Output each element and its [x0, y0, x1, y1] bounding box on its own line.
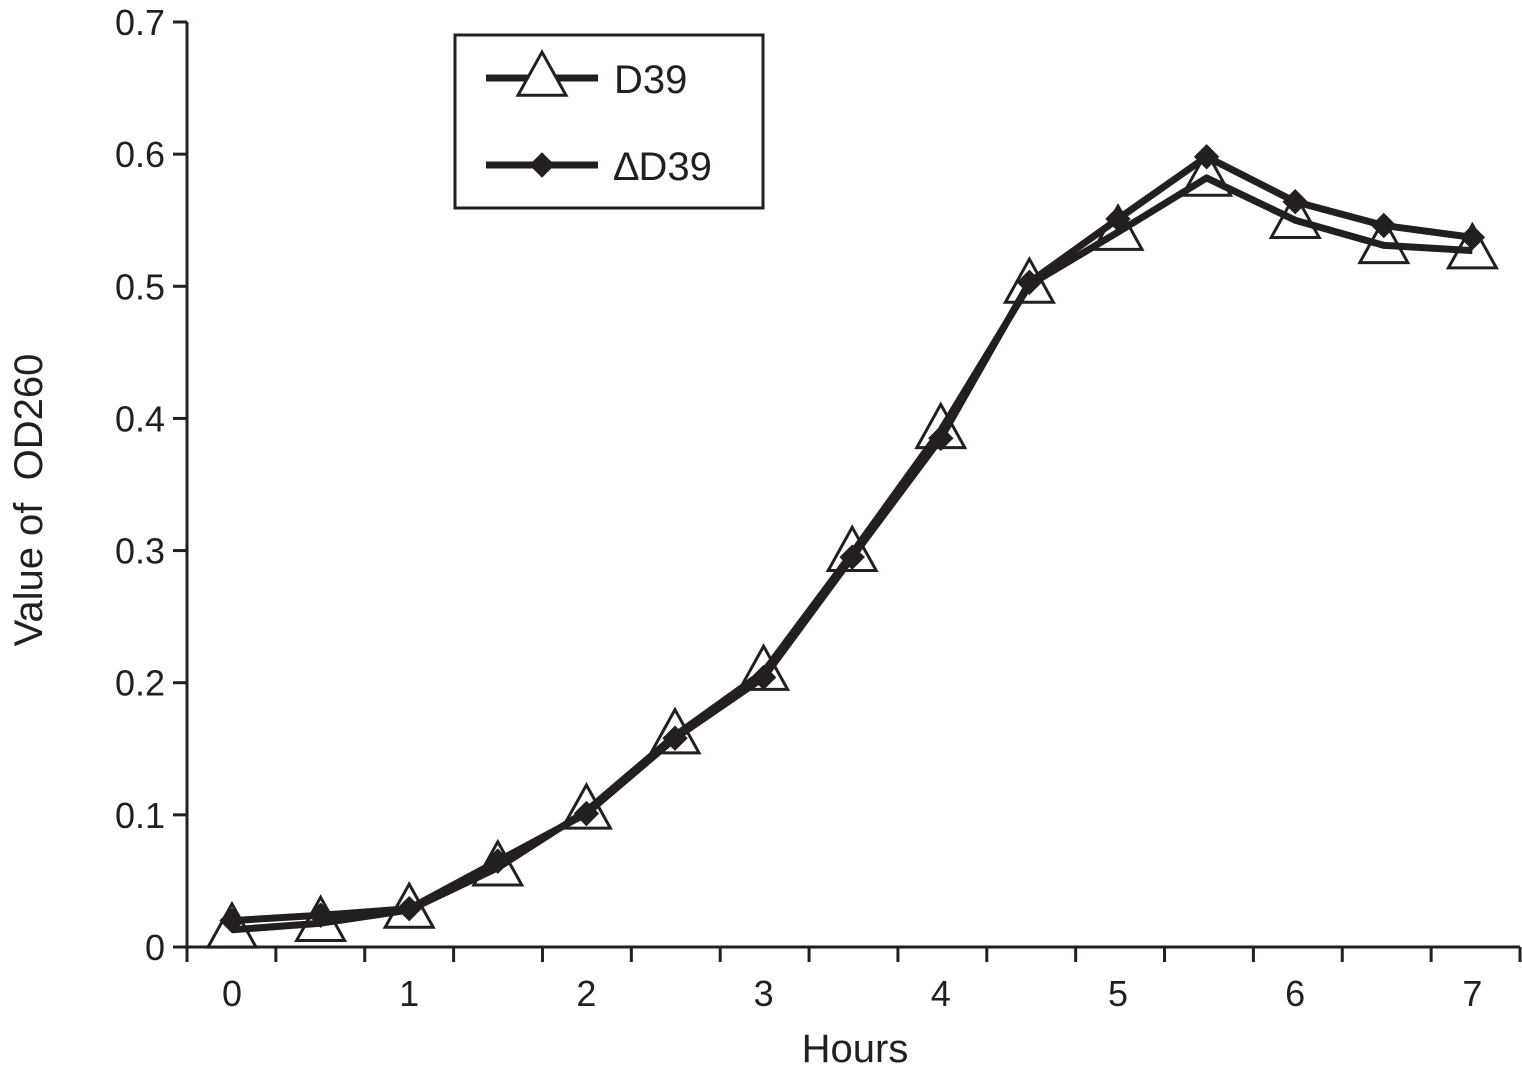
y-tick-label: 0.6 [115, 134, 165, 175]
data-point-diamond [662, 725, 688, 751]
x-axis-title: Hours [802, 1027, 909, 1071]
y-tick-label: 0 [145, 927, 165, 968]
data-point-diamond [1459, 224, 1486, 251]
data-point-diamond [1105, 206, 1131, 232]
data-point-diamond [1193, 144, 1220, 170]
x-tick-label: 0 [222, 973, 242, 1014]
data-point-diamond [1282, 189, 1308, 215]
series-2 [219, 144, 1486, 934]
x-tick-label: 7 [1462, 973, 1482, 1014]
data-point-diamond [307, 902, 334, 928]
data-point-diamond [485, 848, 511, 874]
x-tick-label: 4 [931, 973, 951, 1014]
y-tick-label: 0.3 [115, 531, 165, 572]
data-point-diamond [1371, 212, 1397, 239]
data-point-diamond [839, 544, 865, 570]
y-tick-label: 0.7 [115, 2, 165, 43]
y-tick-label: 0.2 [115, 663, 165, 704]
series-layer [205, 144, 1499, 949]
legend-label: D39 [614, 58, 687, 102]
data-point-diamond [219, 907, 245, 934]
data-point-triangle [1357, 216, 1411, 265]
data-point-triangle [1445, 221, 1499, 270]
legend-marker-triangle [515, 48, 569, 97]
y-tick-label: 0.1 [115, 795, 165, 836]
data-point-diamond [396, 895, 422, 922]
axes: 0 0.1 0.2 0.3 0.4 0.5 0.6 0.7 0 1 2 3 4 5 6 7 [115, 2, 1522, 1014]
data-point-triangle [825, 524, 879, 572]
x-tick-label: 1 [399, 973, 419, 1014]
data-point-triangle [1268, 191, 1322, 239]
y-axis-title: Value of OD260 [7, 354, 51, 647]
data-point-triangle [1180, 148, 1234, 197]
x-tick-label: 3 [754, 973, 774, 1014]
x-tick-label: 5 [1108, 973, 1128, 1014]
data-point-diamond [573, 800, 600, 827]
data-point-triangle [1002, 255, 1056, 304]
legend-label: ∆D39 [614, 145, 712, 189]
legend: D39 ∆D39 [453, 33, 765, 210]
y-tick-label: 0.4 [115, 398, 165, 439]
y-tick-label: 0.5 [115, 266, 165, 307]
data-point-diamond [1016, 269, 1043, 296]
legend-marker-diamond [529, 152, 555, 178]
data-point-triangle [205, 900, 259, 949]
data-point-diamond [750, 664, 777, 691]
data-point-diamond [928, 425, 954, 451]
data-point-triangle [471, 838, 525, 887]
legend-box [453, 33, 765, 210]
x-tick-label: 2 [576, 973, 596, 1014]
x-tick-label: 6 [1285, 973, 1305, 1014]
